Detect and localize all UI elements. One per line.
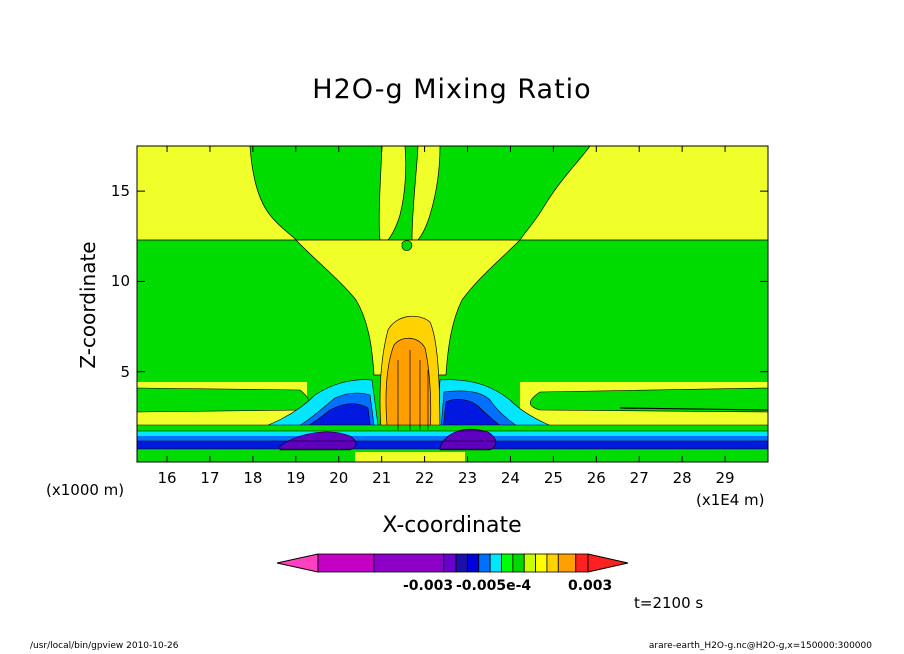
x-tick-label: 27 [629, 469, 649, 487]
y-tick-label: 5 [120, 362, 130, 381]
region-anvil [295, 239, 521, 376]
file-annotation: arare-earth_H2O-g.nc@H2O-g,x=150000:3000… [648, 641, 872, 651]
region-upper-left-yellow [137, 146, 297, 241]
region-anvil-hole [401, 240, 413, 251]
colorbar-swatch [546, 553, 559, 573]
x-tick-label: 29 [715, 469, 735, 487]
layer-green-1 [137, 425, 768, 431]
colorbar-swatch [467, 553, 480, 573]
x-tick-label: 26 [586, 469, 606, 487]
colorbar-tip-high [587, 553, 629, 573]
region-upper-right-yellow [519, 146, 768, 241]
colorbar-swatch [575, 553, 589, 573]
colorbar-swatch [317, 553, 375, 573]
colorbar [276, 553, 629, 573]
x-tick-label: 23 [457, 469, 478, 487]
colorbar-swatch [512, 553, 525, 573]
x-tick-label: 16 [157, 469, 177, 487]
x-tick-label: 18 [243, 469, 263, 487]
x-tick-label: 21 [372, 469, 392, 487]
y-axis-label: Z-coordinate [76, 241, 100, 369]
plot-frame [136, 145, 769, 463]
region-central-plume-right [411, 146, 441, 241]
contour-line-3 [397, 350, 429, 430]
region-central-plume-left [378, 146, 407, 241]
x-tick-label: 25 [543, 469, 563, 487]
colorbar-swatch [535, 553, 548, 573]
colorbar-swatch [523, 553, 536, 573]
colorbar-swatch [501, 553, 514, 573]
chart-title: H2O-g Mixing Ratio [312, 74, 592, 105]
x-tick-label: 24 [500, 469, 520, 487]
contour-line-1 [137, 424, 768, 450]
x-tick-label: 28 [672, 469, 692, 487]
x-tick-label: 17 [200, 469, 220, 487]
colorbar-swatch [443, 553, 457, 573]
x-tick-label: 19 [286, 469, 306, 487]
x-tick-marks [166, 146, 726, 462]
x-tick-label: 22 [415, 469, 435, 487]
y-tick-label: 10 [110, 272, 130, 291]
region-lower-green-wedge-right [529, 387, 768, 413]
y-axis-multiplier: (x1000 m) [46, 481, 125, 499]
colorbar-label: -0.003 [403, 578, 454, 594]
colorbar-label: -0.005e-4 [456, 578, 532, 594]
region-orange-core [385, 337, 432, 436]
path-annotation: /usr/local/bin/gpview 2010-10-26 [30, 641, 179, 651]
y-tick-marks [137, 190, 768, 373]
x-tick-label: 20 [329, 469, 349, 487]
colorbar-swatch [489, 553, 502, 573]
colorbar-swatch [557, 553, 577, 573]
layer-bottom-yellow [355, 452, 465, 462]
colorbar-swatch [455, 553, 468, 573]
time-annotation: t=2100 s [634, 594, 704, 612]
region-lower-green-wedge-left [137, 387, 310, 413]
x-axis-multiplier: (x1E4 m) [696, 491, 765, 509]
contour-line-2 [619, 407, 768, 411]
colorbar-tip-low [276, 553, 319, 573]
x-axis-label: X-coordinate [382, 513, 522, 538]
colorbar-label: 0.003 [568, 578, 613, 594]
y-tick-label: 15 [110, 182, 130, 201]
colorbar-swatch [373, 553, 445, 573]
colorbar-swatch [478, 553, 491, 573]
